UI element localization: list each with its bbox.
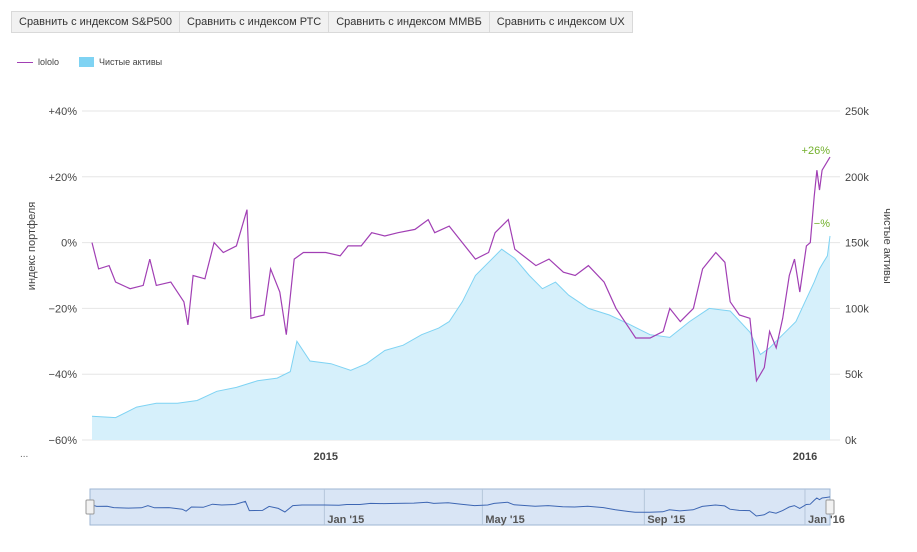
navigator-series-line xyxy=(89,496,831,517)
assets-line xyxy=(91,235,831,419)
y-right-tick-label: 150k xyxy=(845,238,869,250)
x-axis-ticks: 2015 2016 xyxy=(314,451,818,463)
y-right-tick-label: 0k xyxy=(845,435,857,447)
navigator-tick-label: Jan '15 xyxy=(327,514,364,526)
navigator-x-ticks: Jan '15 May '15 Sep '15 Jan '16 xyxy=(327,514,844,526)
y-right-tick-label: 100k xyxy=(845,303,869,315)
navigator-handle-left[interactable] xyxy=(85,499,95,515)
x-tick-label: 2016 xyxy=(793,451,817,463)
y-axis-left-label: индекс портфеля xyxy=(26,202,38,290)
compare-rts-button[interactable]: Сравнить с индексом РТС xyxy=(180,11,330,33)
y-axis-right-label: чистые активы xyxy=(881,208,893,284)
navigator-tick-label: Jan '16 xyxy=(808,514,845,526)
portfolio-line xyxy=(91,156,831,383)
navigator-tick-label: Sep '15 xyxy=(647,514,685,526)
annotation-portfolio-last: +26% xyxy=(802,145,831,157)
y-left-tick-label: +20% xyxy=(49,172,78,184)
legend-assets-label[interactable]: Чистые активы xyxy=(99,57,163,67)
x-tick-label: 2015 xyxy=(314,451,338,463)
navigator-grid xyxy=(323,489,806,525)
navigator[interactable]: Jan '15 May '15 Sep '15 Jan '16 xyxy=(85,488,845,526)
left-axis-ticks: +40% +20% 0% −20% −40% −60% xyxy=(49,106,78,447)
compare-micex-button[interactable]: Сравнить с индексом ММВБ xyxy=(329,11,490,33)
y-right-tick-label: 50k xyxy=(845,369,863,381)
y-left-tick-label: 0% xyxy=(61,238,77,250)
navigator-handle-right[interactable] xyxy=(825,499,835,515)
right-axis-ticks: 250k 200k 150k 100k 50k 0k xyxy=(845,106,869,447)
y-left-tick-label: +40% xyxy=(49,106,78,118)
navigator-tick-label: May '15 xyxy=(485,514,524,526)
overflow-dots: ... xyxy=(20,449,29,460)
y-right-tick-label: 250k xyxy=(845,106,869,118)
y-left-tick-label: −40% xyxy=(49,369,78,381)
compare-sp500-button[interactable]: Сравнить с индексом S&P500 xyxy=(11,11,181,33)
y-left-tick-label: −60% xyxy=(49,435,78,447)
legend-assets-swatch[interactable] xyxy=(79,57,95,67)
legend-portfolio-swatch[interactable] xyxy=(17,61,33,63)
legend-portfolio-label[interactable]: lololo xyxy=(38,57,60,67)
assets-area xyxy=(92,236,830,440)
compare-bar: Сравнить с индексом S&P500 Сравнить с ин… xyxy=(11,11,633,33)
y-right-tick-label: 200k xyxy=(845,172,869,184)
annotation-assets-last: −% xyxy=(814,218,830,230)
compare-ux-button[interactable]: Сравнить с индексом UX xyxy=(489,11,633,33)
y-left-tick-label: −20% xyxy=(49,303,78,315)
chart-legend: lololo Чистые активы xyxy=(17,57,162,67)
